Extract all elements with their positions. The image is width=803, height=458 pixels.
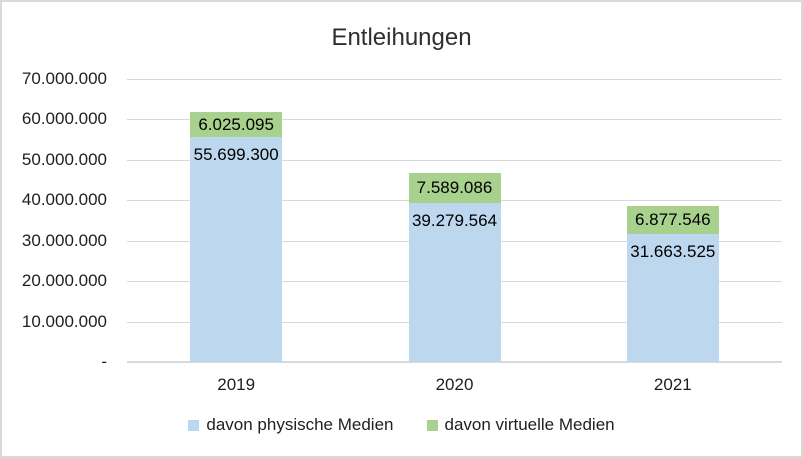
y-axis-tick-label: - (101, 352, 107, 371)
legend: davon physische Medien davon virtuelle M… (2, 414, 801, 436)
y-axis-tick-label: 50.000.000 (21, 149, 107, 169)
data-label: 7.589.086 (416, 177, 493, 197)
legend-item-virtuelle-medien: davon virtuelle Medien (426, 415, 615, 435)
bar-segment-virtuelle-medien (408, 172, 501, 204)
data-label: 55.699.300 (193, 144, 279, 164)
y-axis-tick-label: 10.000.000 (21, 311, 107, 331)
legend-item-physische-medien: davon physische Medien (188, 415, 394, 435)
legend-swatch-virtuelle-medien (426, 419, 438, 431)
legend-label-physische-medien: davon physische Medien (206, 415, 394, 434)
bar-segment-physische-medien (626, 233, 719, 362)
y-axis-tick-label: 40.000.000 (21, 190, 107, 210)
y-axis-tick-label: 70.000.000 (21, 69, 107, 88)
legend-swatch-physische-medien (188, 419, 200, 431)
x-axis-line (127, 361, 782, 363)
legend-label-virtuelle-medien: davon virtuelle Medien (444, 415, 615, 434)
bar-segment-virtuelle-medien (190, 112, 283, 137)
data-label: 39.279.564 (411, 211, 498, 231)
x-axis-category-label: 2019 (217, 375, 256, 394)
gridline (127, 79, 782, 80)
gridline (127, 119, 782, 121)
x-axis-category-label: 2020 (435, 375, 474, 394)
bar-segment-physische-medien (190, 136, 283, 362)
data-label: 6.025.095 (198, 114, 274, 134)
y-axis-tick-label: 30.000.000 (21, 230, 107, 250)
gridline (127, 159, 782, 161)
y-axis-tick-label: 60.000.000 (21, 109, 107, 129)
x-axis-category-label: 2021 (653, 375, 692, 394)
chart-title: Entleihungen (331, 24, 472, 51)
bar-segment-physische-medien (408, 203, 501, 362)
bar-segment-virtuelle-medien (626, 206, 719, 234)
y-axis-tick-label: 20.000.000 (21, 271, 107, 291)
data-label: 6.877.546 (635, 210, 711, 230)
data-label: 31.663.525 (630, 241, 716, 261)
